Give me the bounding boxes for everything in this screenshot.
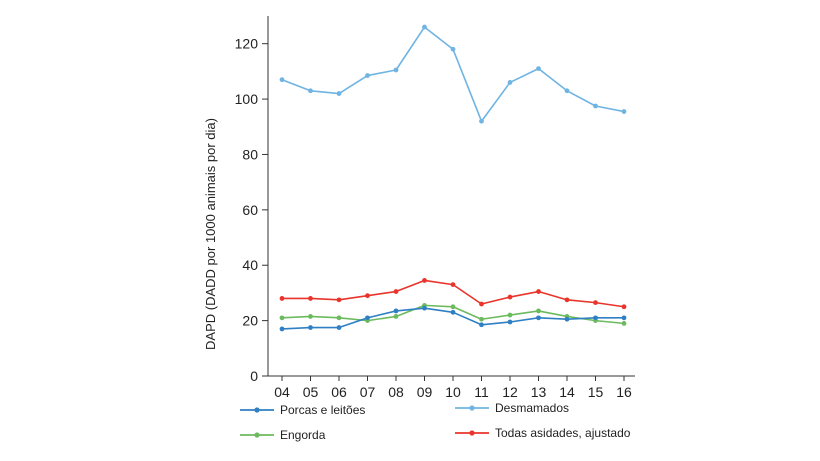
data-point [279,296,285,301]
x-tick-label: 06 [331,384,347,400]
data-point [536,315,541,321]
data-point [564,297,570,303]
legend-label: Porcas e leitões [280,403,365,417]
x-ticks: 04 05 06 07 08 09 10 11 12 13 14 15 16 [274,376,632,400]
legend-item: Porcas e leitões [240,403,365,417]
data-point [308,296,313,301]
data-point [393,314,399,319]
series-layer [279,24,627,332]
data-point [365,293,370,299]
data-point [536,308,541,314]
legend-label: Desmamados [495,401,569,415]
data-point [336,91,342,96]
x-tick-label: 15 [588,384,604,400]
legend-item: Engorda [240,428,326,442]
data-point [621,109,627,114]
legend-swatch-marker [469,430,475,436]
data-point [621,320,627,326]
data-point [450,309,456,315]
data-point [564,316,570,322]
y-tick-label: 20 [242,313,258,329]
data-point [422,278,427,283]
data-point [621,304,627,310]
data-point [393,308,399,314]
data-point [479,322,484,328]
data-point [279,77,285,83]
data-point [507,80,513,85]
data-point [536,289,541,294]
x-tick-label: 04 [274,384,290,400]
x-tick-label: 09 [417,384,433,400]
data-point [593,300,598,306]
x-tick-label: 05 [303,384,319,400]
y-tick-label: 40 [242,257,258,273]
x-tick-label: 12 [502,384,518,400]
legend-label: Todas asidades, ajustado [495,426,631,440]
legend-swatch-marker [254,407,260,413]
data-point [479,118,484,124]
data-point [450,282,456,288]
data-point [393,67,399,73]
x-tick-label: 13 [531,384,547,400]
legend: Porcas e leitões Desmamados Engorda Todas a… [240,401,631,442]
data-point [450,46,456,52]
y-tick-label: 0 [250,368,258,384]
data-point [593,103,598,109]
data-point [308,325,313,330]
data-point [479,316,484,322]
series-0 [279,305,627,332]
legend-swatch-marker [469,405,475,411]
data-point [593,315,598,321]
data-point [336,297,342,303]
legend-label: Engorda [280,428,326,442]
data-point [393,289,399,294]
y-axis-label: DAPD (DADD por 1000 animais por dia) [203,118,218,350]
data-point [507,312,513,318]
data-point [507,319,513,325]
y-tick-label: 100 [235,91,259,107]
data-point [422,24,427,30]
chart-axes [267,16,635,377]
x-tick-label: 14 [559,384,575,400]
data-point [621,315,627,321]
data-point [308,314,313,319]
data-point [336,315,342,321]
data-point [279,315,285,321]
data-point [536,66,541,72]
x-tick-label: 11 [474,384,489,400]
series-1 [279,24,627,124]
y-tick-label: 60 [242,202,258,218]
data-point [422,305,427,311]
data-point [336,325,342,330]
x-tick-label: 10 [445,384,461,400]
series-line [281,26,625,123]
y-ticks: 0 20 40 60 80 100 120 [235,36,268,384]
series-3 [279,278,627,310]
x-tick-label: 08 [388,384,404,400]
x-tick-label: 16 [616,384,632,400]
legend-swatch-marker [254,432,260,438]
data-point [479,301,484,307]
data-point [450,304,456,310]
data-point [365,315,370,321]
x-tick-label: 07 [360,384,376,400]
data-point [279,326,285,332]
y-tick-label: 120 [235,36,259,52]
legend-item: Desmamados [455,401,569,415]
y-tick-label: 80 [242,146,258,162]
data-point [365,73,370,78]
data-point [308,88,313,94]
legend-item: Todas asidades, ajustado [455,426,631,440]
data-point [507,294,513,300]
data-point [564,88,570,94]
